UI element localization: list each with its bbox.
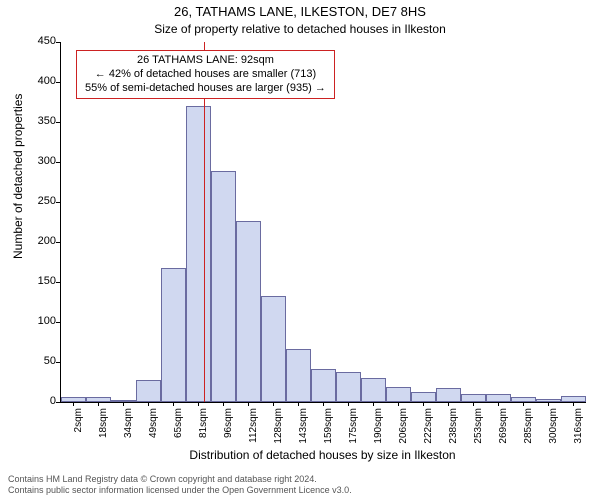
x-tick-label: 18sqm [98,408,109,458]
histogram-bar [436,388,461,402]
histogram-bar [186,106,211,402]
x-tick-label: 159sqm [323,408,334,458]
x-tick [548,402,549,406]
y-tick-label: 350 [16,115,56,127]
y-tick [56,82,60,83]
y-tick [56,242,60,243]
histogram-bar [61,397,86,402]
x-tick [373,402,374,406]
y-tick [56,282,60,283]
histogram-bar [411,392,436,402]
x-tick-label: 190sqm [373,408,384,458]
x-tick [448,402,449,406]
histogram-bar [336,372,361,402]
y-tick [56,322,60,323]
x-tick-label: 269sqm [498,408,509,458]
histogram-bar [486,394,511,402]
histogram-bar [461,394,486,402]
annotation-box: 26 TATHAMS LANE: 92sqm ← 42% of detached… [76,50,335,99]
x-tick-label: 49sqm [148,408,159,458]
x-tick [498,402,499,406]
x-tick [248,402,249,406]
histogram-bar [386,387,411,402]
x-tick [148,402,149,406]
x-tick-label: 175sqm [348,408,359,458]
title-sub: Size of property relative to detached ho… [0,22,600,36]
x-tick [223,402,224,406]
x-tick-label: 300sqm [548,408,559,458]
y-tick [56,202,60,203]
x-tick [348,402,349,406]
x-tick-label: 128sqm [273,408,284,458]
x-tick [423,402,424,406]
y-tick-label: 0 [16,395,56,407]
x-tick [173,402,174,406]
histogram-bar [86,397,111,402]
y-tick [56,122,60,123]
x-tick-label: 238sqm [448,408,459,458]
x-tick [98,402,99,406]
x-tick [323,402,324,406]
histogram-bar [311,369,336,402]
histogram-bar [211,171,236,402]
y-tick [56,402,60,403]
y-tick-label: 150 [16,275,56,287]
histogram-bar [536,399,561,402]
x-tick [298,402,299,406]
histogram-bar [236,221,261,402]
x-tick-label: 112sqm [248,408,259,458]
y-tick-label: 100 [16,315,56,327]
footer: Contains HM Land Registry data © Crown c… [8,474,592,497]
x-tick [573,402,574,406]
x-tick-label: 253sqm [473,408,484,458]
y-tick-label: 50 [16,355,56,367]
x-tick [73,402,74,406]
x-tick [398,402,399,406]
x-tick [123,402,124,406]
x-tick-label: 222sqm [423,408,434,458]
annotation-line2: ← 42% of detached houses are smaller (71… [85,68,326,82]
histogram-bar [361,378,386,402]
histogram-bar [136,380,161,402]
y-tick [56,162,60,163]
histogram-bar [561,396,586,402]
x-tick-label: 2sqm [73,408,84,458]
x-tick-label: 65sqm [173,408,184,458]
annotation-line1: 26 TATHAMS LANE: 92sqm [85,54,326,68]
histogram-bar [511,397,536,402]
chart-container: 26, TATHAMS LANE, ILKESTON, DE7 8HS Size… [0,0,600,500]
x-tick [273,402,274,406]
y-tick-label: 250 [16,195,56,207]
footer-line1: Contains HM Land Registry data © Crown c… [8,474,592,485]
x-tick-label: 316sqm [573,408,584,458]
x-tick [523,402,524,406]
x-tick-label: 96sqm [223,408,234,458]
histogram-bar [111,400,136,402]
annotation-line3: 55% of semi-detached houses are larger (… [85,82,326,96]
x-tick [198,402,199,406]
histogram-bar [261,296,286,402]
x-tick-label: 143sqm [298,408,309,458]
y-tick [56,42,60,43]
x-tick-label: 285sqm [523,408,534,458]
y-tick-label: 450 [16,35,56,47]
x-tick-label: 34sqm [123,408,134,458]
y-tick-label: 400 [16,75,56,87]
histogram-bar [286,349,311,402]
y-axis-title: Number of detached properties [11,199,25,259]
x-tick [473,402,474,406]
histogram-bar [161,268,186,402]
y-tick [56,362,60,363]
x-tick-label: 206sqm [398,408,409,458]
title-main: 26, TATHAMS LANE, ILKESTON, DE7 8HS [0,4,600,19]
footer-line2: Contains public sector information licen… [8,485,592,496]
y-tick-label: 300 [16,155,56,167]
x-tick-label: 81sqm [198,408,209,458]
y-tick-label: 200 [16,235,56,247]
